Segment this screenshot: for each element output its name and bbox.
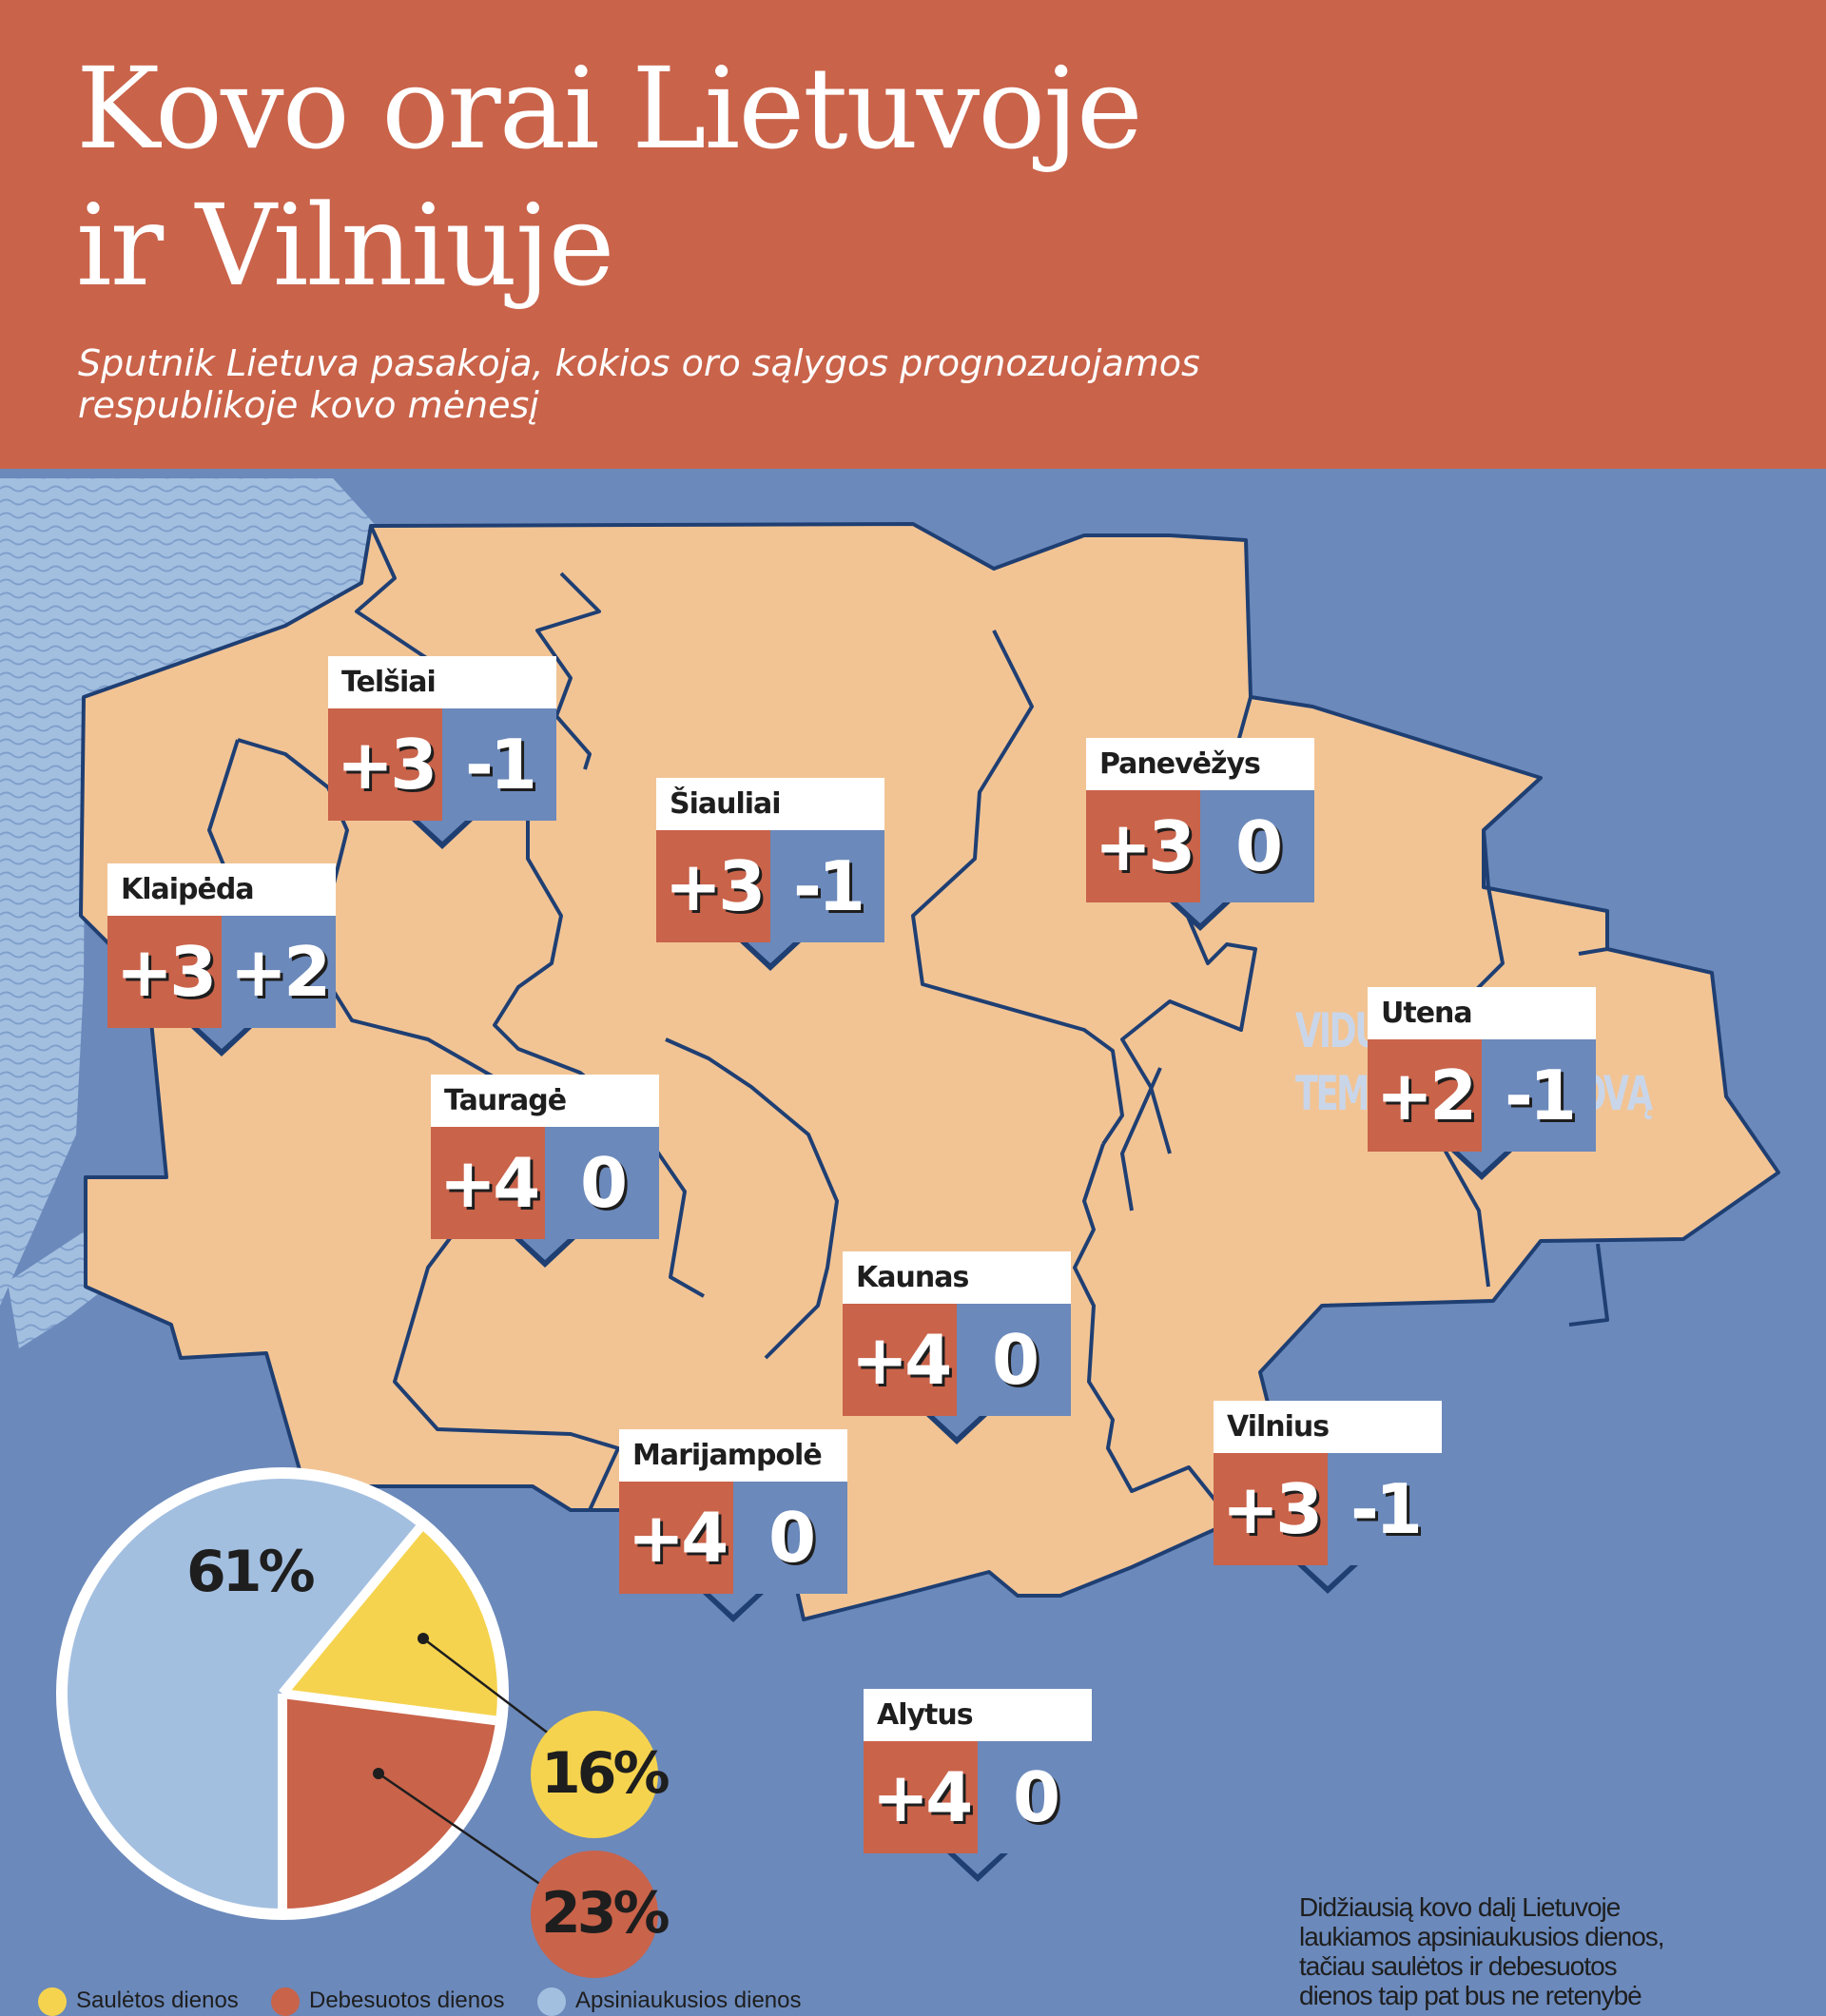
note-line-1: Didžiausią kovo dalį Lietuvoje: [1299, 1892, 1621, 1922]
city-pointer-inner: [934, 1416, 980, 1437]
city-vilnius: Vilnius +3 -1: [1214, 1401, 1442, 1594]
night-temperature: 0: [957, 1304, 1071, 1416]
city-alytus: Alytus +4 0: [864, 1689, 1092, 1882]
day-temperature: +2: [1368, 1039, 1482, 1152]
map-area: VIDUTINĖ TEMPERATŪRA KOVĄ Telšiai +3-1 Š…: [0, 469, 1826, 2005]
night-temperature: 0: [733, 1482, 847, 1594]
legend-item-cloudy: Debesuotos dienos: [271, 1987, 504, 2016]
night-temperature: -1: [770, 830, 884, 942]
city-taurage: Tauragė +4 0: [431, 1075, 659, 1268]
city-name: Kaunas: [843, 1251, 1071, 1304]
night-temperature: 0: [545, 1127, 659, 1239]
night-temperature: -1: [1328, 1453, 1442, 1565]
pie-slice-cloudy: [282, 1694, 496, 1909]
badge-cloudy: [531, 1851, 658, 1978]
leader-line-sun: [422, 1638, 562, 1744]
page-subtitle: Sputnik Lietuva pasakoja, kokios oro sąl…: [78, 342, 1219, 426]
city-marijampole: Marijampolė +4 0: [619, 1429, 847, 1622]
city-name: Vilnius: [1214, 1401, 1442, 1453]
legend-item-sun: Saulėtos dienos: [38, 1987, 239, 2016]
city-name: Telšiai: [328, 656, 556, 708]
leader-line-cloudy: [378, 1772, 557, 1897]
pie-separator: [279, 1524, 423, 1697]
night-temperature: 0: [978, 1741, 1092, 1853]
pie-slice-overcast: [67, 1479, 420, 1909]
title-line-1: Kovo orai Lietuvoje: [76, 43, 1143, 174]
city-pointer-inner: [1459, 1152, 1505, 1173]
cloud-dot-icon: [271, 1987, 300, 2016]
legend-label: Saulėtos dienos: [76, 1987, 239, 2013]
badge-sun: [531, 1711, 658, 1838]
night-temperature: 0: [1200, 790, 1314, 902]
night-temperature: +2: [222, 916, 336, 1028]
baltic-sea: [0, 478, 380, 1306]
note-line-3: tačiau saulėtos ir debesuotos: [1299, 1951, 1618, 1981]
pie-label-sun: 16%: [541, 1740, 670, 1807]
day-temperature: +4: [431, 1127, 545, 1239]
city-pointer-inner: [955, 1853, 1000, 1874]
subtitle-line-1: Sputnik Lietuva pasakoja, kokios oro sąl…: [78, 342, 1200, 384]
day-temperature: +4: [843, 1304, 957, 1416]
city-kaunas: Kaunas +4 0: [843, 1251, 1071, 1444]
city-pointer-inner: [710, 1594, 756, 1615]
day-temperature: +4: [864, 1741, 978, 1853]
city-name: Panevėžys: [1086, 738, 1314, 790]
city-klaipeda: Klaipėda +3 +2: [107, 863, 336, 1056]
title-line-2: ir Vilniuje: [76, 180, 614, 311]
legend-item-overcast: Apsiniaukusios dienos: [537, 1987, 801, 2016]
sun-dot-icon: [38, 1987, 67, 2016]
city-name: Šiauliai: [656, 778, 884, 830]
city-pointer-inner: [1305, 1565, 1350, 1586]
pie-chart: [56, 1467, 658, 1978]
note-line-2: laukiamos apsiniaukusios dienos,: [1299, 1922, 1665, 1951]
header-banner: Kovo orai Lietuvoje ir Vilniuje Sputnik …: [0, 0, 1826, 469]
pie-slice-sun: [282, 1527, 497, 1721]
day-temperature: +3: [107, 916, 222, 1028]
city-pointer-inner: [1177, 902, 1223, 923]
city-pointer-inner: [522, 1239, 568, 1260]
city-utena: Utena +2 -1: [1368, 987, 1596, 1180]
page-title: Kovo orai Lietuvoje ir Vilniuje: [76, 40, 1143, 314]
pie-label-overcast: 61%: [186, 1539, 316, 1605]
city-pointer-inner: [199, 1028, 244, 1049]
city-telsiai: Telšiai +3 -1: [328, 656, 556, 849]
leader-dot-cloudy: [373, 1768, 384, 1779]
night-temperature: -1: [442, 708, 556, 821]
city-name: Utena: [1368, 987, 1596, 1039]
city-name: Tauragė: [431, 1075, 659, 1127]
pie-legend: Saulėtos dienos Debesuotos dienos Apsini…: [0, 1987, 1826, 2016]
leader-dot-sun: [418, 1633, 429, 1644]
city-siauliai: Šiauliai +3 -1: [656, 778, 884, 971]
city-name: Marijampolė: [619, 1429, 847, 1482]
pie-label-cloudy: 23%: [541, 1880, 670, 1947]
day-temperature: +3: [656, 830, 770, 942]
day-temperature: +3: [328, 708, 442, 821]
pie-separator: [282, 1689, 496, 1726]
city-name: Klaipėda: [107, 863, 336, 916]
day-temperature: +3: [1086, 790, 1200, 902]
city-pointer-inner: [748, 942, 793, 963]
overcast-dot-icon: [537, 1987, 566, 2016]
city-pointer-inner: [419, 821, 465, 842]
day-temperature: +4: [619, 1482, 733, 1594]
city-name: Alytus: [864, 1689, 1092, 1741]
subtitle-line-2: respublikoje kovo mėnesį: [78, 384, 539, 426]
day-temperature: +3: [1214, 1453, 1328, 1565]
legend-label: Apsiniaukusios dienos: [575, 1987, 802, 2013]
night-temperature: -1: [1482, 1039, 1596, 1152]
legend-label: Debesuotos dienos: [309, 1987, 505, 2013]
city-panevezys: Panevėžys +3 0: [1086, 738, 1314, 931]
